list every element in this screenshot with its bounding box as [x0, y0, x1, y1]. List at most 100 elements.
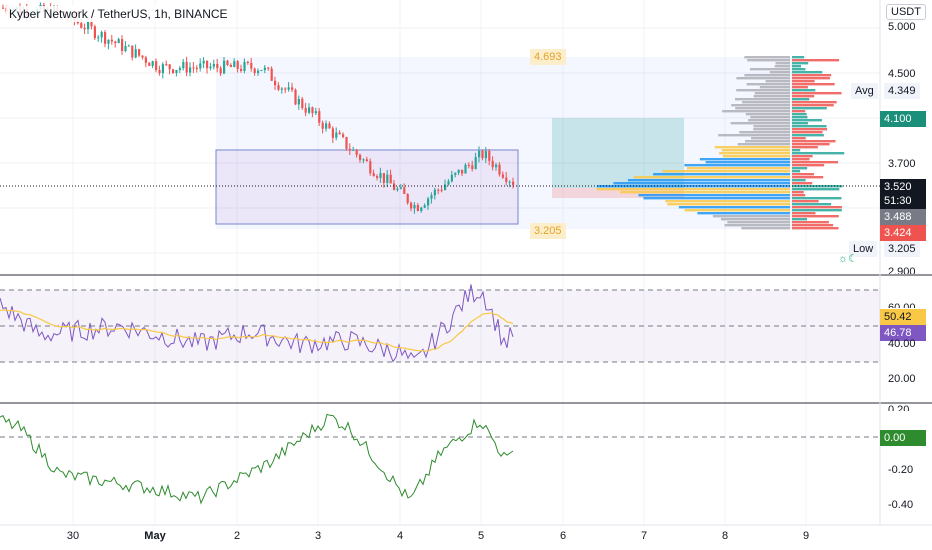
candle [501, 174, 504, 178]
candle [335, 132, 338, 138]
vp-bar-left [653, 173, 790, 176]
candle [304, 108, 307, 113]
time-label: 9 [802, 530, 810, 542]
candle [314, 111, 317, 114]
vp-poc-badge: 3.488 [880, 209, 926, 225]
candle [121, 39, 124, 51]
vp-bar-right [792, 86, 808, 89]
vp-bar-right [792, 74, 832, 77]
candle [172, 69, 175, 74]
vp-bar-right [792, 212, 816, 215]
candle [308, 107, 311, 113]
vp-bar-right [792, 173, 814, 176]
symbol-title[interactable]: Kyber Network / TetherUS, 1h, BINANCE [6, 6, 231, 22]
vp-bar-left [744, 56, 790, 59]
candle [287, 87, 290, 90]
vp-bar-right [792, 131, 823, 134]
rsi-value-badge: 46.78 [880, 325, 926, 341]
candle [389, 174, 392, 184]
time-label: 4 [396, 530, 404, 542]
vp-bar-right [792, 95, 815, 98]
vp-bar-right [792, 98, 810, 101]
vp-bar-right [792, 161, 839, 164]
candle [355, 149, 358, 155]
vp-bar-left [759, 86, 790, 89]
candle [396, 188, 399, 190]
candle [399, 187, 402, 189]
vp-bar-left [613, 182, 790, 185]
candle [433, 189, 436, 196]
vp-bar-right [792, 164, 825, 167]
candle [148, 62, 151, 66]
candle [141, 55, 144, 58]
vp-bar-left [734, 98, 790, 101]
candle [158, 69, 161, 74]
vp-bar-left [748, 119, 790, 122]
candle [206, 60, 209, 69]
candle [104, 32, 107, 44]
candle [80, 23, 83, 28]
vp-bar-right [792, 83, 835, 86]
candle [372, 173, 375, 177]
candle [250, 62, 253, 69]
candle [260, 70, 263, 72]
range-top-tag: 4.693 [530, 49, 566, 65]
vp-bar-left [749, 68, 790, 71]
candle [406, 193, 409, 203]
candle [212, 63, 215, 67]
vp-bar-left [684, 209, 790, 212]
candle [338, 132, 341, 135]
vp-bar-left [744, 74, 790, 77]
candle [144, 57, 147, 63]
vp-bar-right [792, 104, 834, 107]
vp-bar-right [792, 221, 829, 224]
vp-bar-left [724, 224, 790, 227]
candle [474, 157, 477, 170]
candle [450, 174, 453, 182]
candle [386, 174, 389, 183]
candle [274, 80, 277, 86]
oscillator-line [0, 413, 514, 505]
candle [325, 123, 328, 129]
vp-bar-right [792, 68, 806, 71]
candle [90, 21, 93, 27]
vp-bar-left [665, 200, 790, 203]
candle [382, 173, 385, 183]
candle [481, 150, 484, 159]
currency-button[interactable]: USDT [886, 4, 926, 20]
candle [291, 87, 294, 90]
candle [117, 39, 120, 44]
vp-bar-left [721, 149, 790, 152]
sun-icon[interactable]: ☼☾ [838, 253, 858, 265]
candle [321, 122, 324, 129]
candle [352, 149, 355, 151]
candle [2, 7, 5, 9]
candle [393, 183, 396, 190]
rsi-ma-badge: 50.42 [880, 309, 926, 325]
candle [127, 45, 130, 47]
vp-bar-right [792, 65, 802, 68]
vp-bar-right [792, 107, 827, 110]
vp-bar-left [750, 116, 790, 119]
vp-bar-right [792, 116, 808, 119]
vp-bar-right [792, 158, 810, 161]
candle [199, 63, 202, 69]
candle [505, 177, 508, 182]
vp-bar-right [792, 191, 804, 194]
vp-bar-left [765, 80, 790, 83]
candle [97, 37, 100, 39]
vp-bar-left [633, 176, 790, 179]
vp-bar-left [737, 143, 790, 146]
vp-bar-right [792, 56, 805, 59]
candle [331, 128, 334, 138]
last-price-badge: 3.520 [880, 179, 926, 195]
candle [478, 150, 481, 158]
vp-bar-right [792, 218, 808, 221]
candle [124, 45, 127, 51]
candle [512, 181, 515, 185]
range-bottom-tag: 3.205 [530, 223, 566, 239]
vp-bar-left [662, 170, 790, 173]
vp-bar-left [774, 65, 790, 68]
vp-bar-right [792, 227, 839, 230]
